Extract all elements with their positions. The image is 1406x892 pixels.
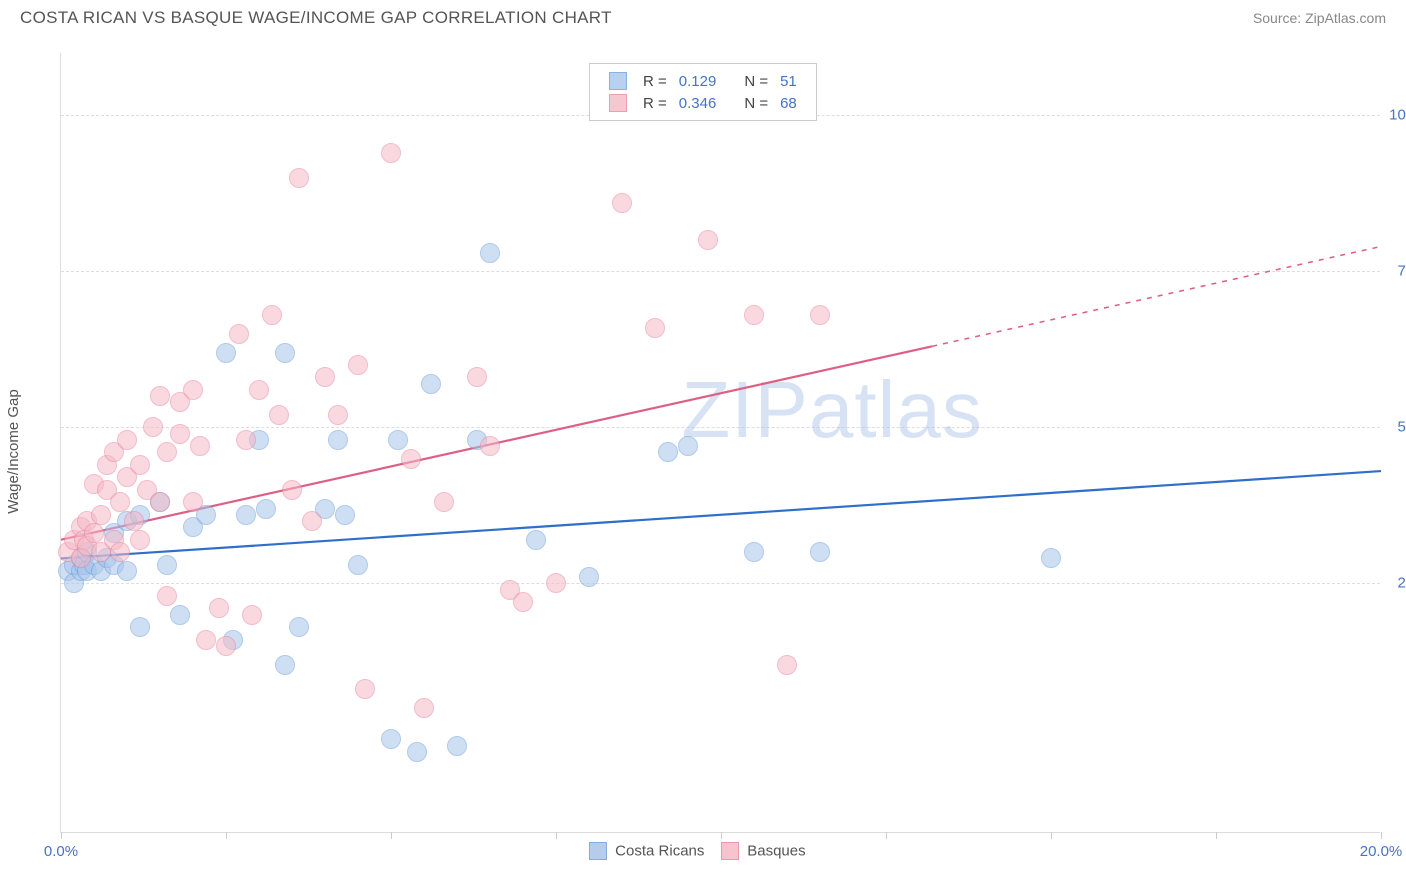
xtick-label: 0.0% [44, 843, 78, 860]
ytick-label: 50.0% [1397, 419, 1406, 436]
chart-container: 25.0%50.0%75.0%100.0%0.0%20.0%Wage/Incom… [50, 45, 1390, 865]
data-point [190, 436, 210, 456]
data-point [447, 736, 467, 756]
xtick [886, 832, 887, 839]
data-point [388, 430, 408, 450]
data-point [143, 417, 163, 437]
data-point [249, 380, 269, 400]
data-point [407, 742, 427, 762]
xtick [1381, 832, 1382, 839]
data-point [1041, 548, 1061, 568]
data-point [546, 573, 566, 593]
data-point [262, 305, 282, 325]
data-point [269, 405, 289, 425]
data-point [421, 374, 441, 394]
data-point [183, 380, 203, 400]
data-point [381, 729, 401, 749]
xtick [61, 832, 62, 839]
data-point [236, 430, 256, 450]
data-point [216, 343, 236, 363]
source-attribution: Source: ZipAtlas.com [1253, 10, 1386, 26]
data-point [130, 455, 150, 475]
data-point [84, 523, 104, 543]
plot-area: 25.0%50.0%75.0%100.0%0.0%20.0%Wage/Incom… [60, 53, 1380, 833]
data-point [282, 480, 302, 500]
data-point [150, 386, 170, 406]
ytick-label: 75.0% [1397, 263, 1406, 280]
ytick-label: 100.0% [1389, 107, 1406, 124]
data-point [810, 542, 830, 562]
data-point [289, 168, 309, 188]
data-point [645, 318, 665, 338]
data-point [242, 605, 262, 625]
data-point [124, 511, 144, 531]
data-point [130, 617, 150, 637]
data-point [91, 505, 111, 525]
data-point [612, 193, 632, 213]
data-point [229, 324, 249, 344]
data-point [216, 636, 236, 656]
chart-title: COSTA RICAN VS BASQUE WAGE/INCOME GAP CO… [20, 8, 612, 28]
xtick [391, 832, 392, 839]
xtick [226, 832, 227, 839]
data-point [130, 530, 150, 550]
series-legend: Costa Ricans Basques [589, 842, 822, 860]
data-point [289, 617, 309, 637]
data-point [526, 530, 546, 550]
data-point [744, 305, 764, 325]
data-point [209, 598, 229, 618]
data-point [335, 505, 355, 525]
data-point [110, 542, 130, 562]
xtick-label: 20.0% [1360, 843, 1403, 860]
data-point [302, 511, 322, 531]
xtick [1051, 832, 1052, 839]
data-point [328, 430, 348, 450]
data-point [328, 405, 348, 425]
xtick [1216, 832, 1217, 839]
data-point [678, 436, 698, 456]
data-point [777, 655, 797, 675]
data-point [157, 555, 177, 575]
xtick [556, 832, 557, 839]
data-point [480, 243, 500, 263]
data-point [579, 567, 599, 587]
data-point [170, 424, 190, 444]
data-point [414, 698, 434, 718]
watermark: ZIPatlas [681, 364, 982, 456]
data-point [117, 561, 137, 581]
data-point [658, 442, 678, 462]
data-point [196, 630, 216, 650]
data-point [513, 592, 533, 612]
gridline [61, 583, 1380, 584]
data-point [348, 555, 368, 575]
data-point [157, 586, 177, 606]
data-point [157, 442, 177, 462]
data-point [256, 499, 276, 519]
data-point [110, 492, 130, 512]
data-point [434, 492, 454, 512]
data-point [480, 436, 500, 456]
data-point [275, 343, 295, 363]
data-point [315, 367, 335, 387]
stats-legend: R =0.129N =51R =0.346N =68 [589, 63, 817, 121]
data-point [183, 492, 203, 512]
data-point [355, 679, 375, 699]
data-point [150, 492, 170, 512]
data-point [117, 430, 137, 450]
y-axis-label: Wage/Income Gap [5, 389, 22, 514]
data-point [275, 655, 295, 675]
gridline [61, 271, 1380, 272]
data-point [348, 355, 368, 375]
data-point [381, 143, 401, 163]
data-point [170, 605, 190, 625]
ytick-label: 25.0% [1397, 575, 1406, 592]
data-point [401, 449, 421, 469]
data-point [467, 367, 487, 387]
xtick [721, 832, 722, 839]
data-point [744, 542, 764, 562]
data-point [698, 230, 718, 250]
data-point [236, 505, 256, 525]
gridline [61, 427, 1380, 428]
data-point [810, 305, 830, 325]
